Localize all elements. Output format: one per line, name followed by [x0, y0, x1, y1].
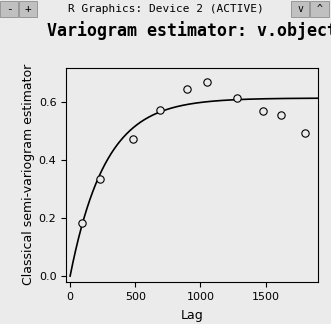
- Text: Variogram estimator: v.object: Variogram estimator: v.object: [47, 21, 331, 40]
- Text: ^: ^: [316, 4, 322, 14]
- Text: -: -: [6, 4, 13, 14]
- Point: [204, 80, 210, 85]
- Text: v: v: [297, 4, 303, 14]
- Point: [234, 96, 240, 101]
- Point: [130, 136, 135, 141]
- Bar: [310, 1, 329, 17]
- Point: [302, 130, 307, 135]
- Point: [79, 220, 84, 225]
- Bar: [291, 1, 309, 17]
- Bar: [19, 1, 37, 17]
- Point: [97, 177, 103, 182]
- Text: +: +: [25, 4, 31, 14]
- Point: [279, 113, 284, 118]
- Y-axis label: Classical semi-variogram estimator: Classical semi-variogram estimator: [22, 64, 34, 285]
- Text: R Graphics: Device 2 (ACTIVE): R Graphics: Device 2 (ACTIVE): [68, 4, 263, 14]
- Point: [185, 87, 190, 92]
- Point: [158, 107, 163, 112]
- Point: [260, 109, 266, 114]
- Bar: [0, 1, 18, 17]
- X-axis label: Lag: Lag: [181, 308, 203, 321]
